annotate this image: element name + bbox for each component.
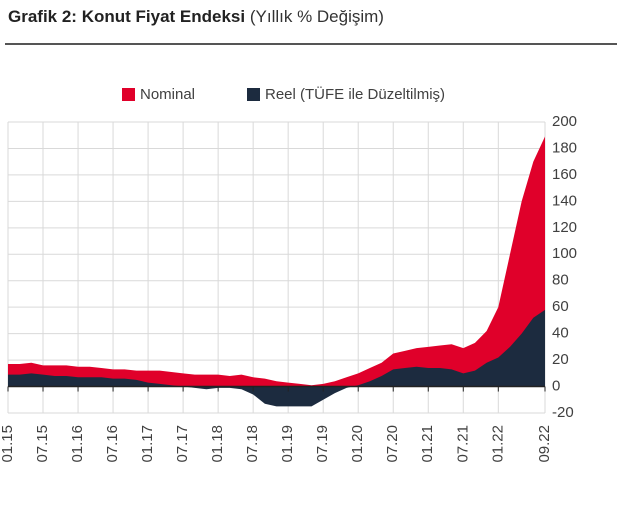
x-tick-label: 07.15 xyxy=(34,425,51,463)
area xyxy=(8,309,545,407)
chart-heading: Grafik 2: Konut Fiyat Endeksi (Yıllık % … xyxy=(8,7,384,26)
x-tick-label: 07.19 xyxy=(314,425,331,463)
y-tick-label: 120 xyxy=(552,219,577,236)
x-tick-label: 01.18 xyxy=(209,425,226,463)
y-tick-label: 160 xyxy=(552,166,577,183)
chart-subtitle: (Yıllık % Değişim) xyxy=(250,7,384,26)
chart-title: Grafik 2: Konut Fiyat Endeksi xyxy=(8,7,245,26)
x-tick-label: 01.20 xyxy=(349,425,366,463)
x-tick-label: 01.16 xyxy=(69,425,86,463)
y-tick-label: 20 xyxy=(552,351,569,368)
y-tick-label: 60 xyxy=(552,298,569,315)
y-tick-label: 180 xyxy=(552,139,577,156)
legend-label: Nominal xyxy=(140,86,195,103)
y-tick-label: -20 xyxy=(552,404,574,421)
y-tick-label: 140 xyxy=(552,192,577,209)
x-tick-label: 07.18 xyxy=(244,425,261,463)
y-tick-label: 0 xyxy=(552,378,560,395)
x-tick-label: 07.16 xyxy=(104,425,121,463)
x-tick-label: 01.19 xyxy=(279,425,296,463)
legend-swatch xyxy=(247,88,260,101)
x-tick-label: 01.17 xyxy=(139,425,156,463)
y-tick-label: 200 xyxy=(552,113,577,130)
x-tick-label: 01.22 xyxy=(489,425,506,463)
x-tick-label: 07.21 xyxy=(454,425,471,463)
x-tick-label: 07.20 xyxy=(384,425,401,463)
x-tick-label: 01.15 xyxy=(0,425,16,463)
y-tick-label: 40 xyxy=(552,325,569,342)
legend-swatch xyxy=(122,88,135,101)
area xyxy=(8,136,545,387)
y-tick-label: 100 xyxy=(552,245,577,262)
x-tick-label: 07.17 xyxy=(174,425,191,463)
legend-label: Reel (TÜFE ile Düzeltilmiş) xyxy=(265,85,445,103)
x-tick-label: 09.22 xyxy=(536,425,553,463)
y-tick-label: 80 xyxy=(552,272,569,289)
x-tick-label: 01.21 xyxy=(419,425,436,463)
